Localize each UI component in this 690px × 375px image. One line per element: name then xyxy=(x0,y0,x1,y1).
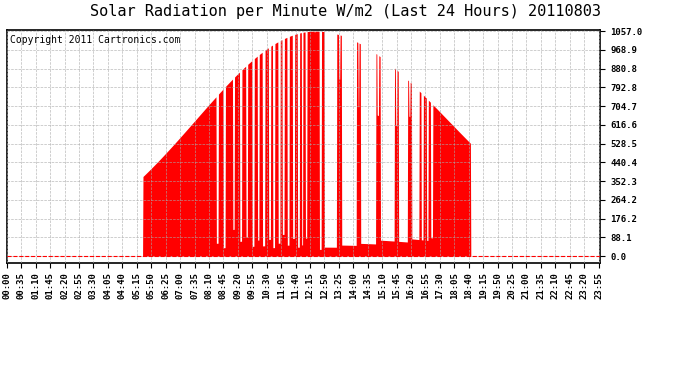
Text: Copyright 2011 Cartronics.com: Copyright 2011 Cartronics.com xyxy=(10,34,180,45)
Text: Solar Radiation per Minute W/m2 (Last 24 Hours) 20110803: Solar Radiation per Minute W/m2 (Last 24… xyxy=(90,4,600,19)
